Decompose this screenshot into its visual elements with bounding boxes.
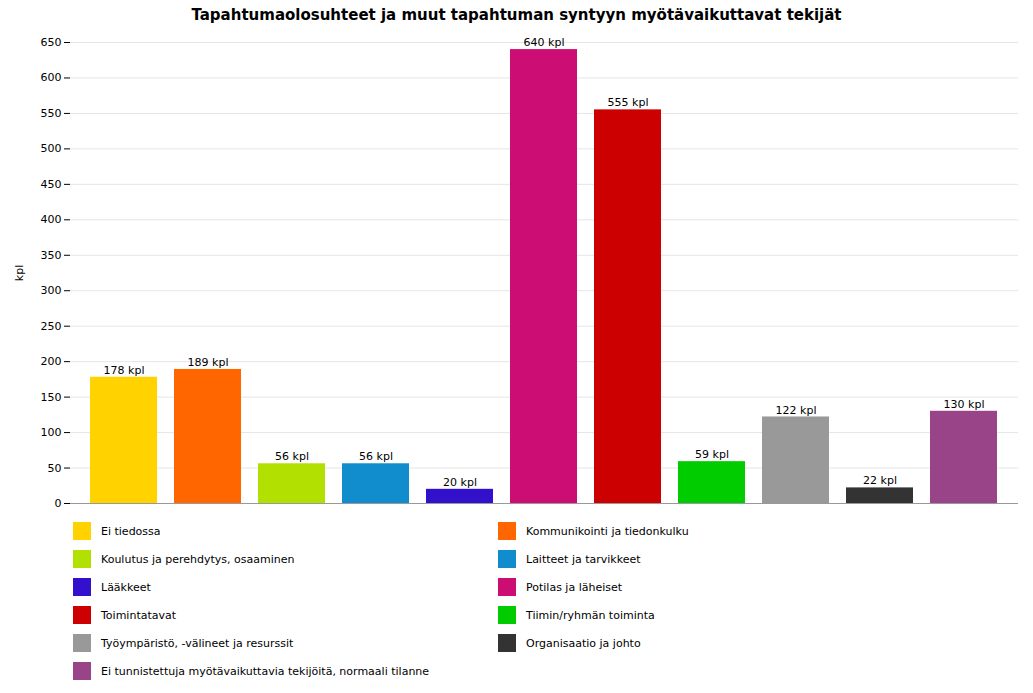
svg-text:500: 500 (41, 142, 62, 155)
svg-text:59 kpl: 59 kpl (695, 448, 729, 461)
svg-text:600: 600 (41, 71, 62, 84)
svg-text:400: 400 (41, 213, 62, 226)
svg-text:550: 550 (41, 107, 62, 120)
svg-text:100: 100 (41, 426, 62, 439)
svg-text:50: 50 (48, 462, 62, 475)
html-text:Toimintatavat: Toimintatavat (101, 608, 177, 622)
svg-text:150: 150 (41, 391, 62, 404)
svg-text:kpl: kpl (13, 265, 26, 281)
html-text:Potilas ja läheiset: Potilas ja läheiset (526, 580, 623, 594)
svg-text:130 kpl: 130 kpl (944, 398, 985, 411)
svg-text:56 kpl: 56 kpl (275, 450, 309, 463)
html-text:Kommunikointi ja tiedonkulku: Kommunikointi ja tiedonkulku (526, 524, 689, 538)
html-text:Ei tiedossa: Ei tiedossa (101, 524, 161, 538)
svg-text:178 kpl: 178 kpl (104, 364, 145, 377)
svg-text:300: 300 (41, 284, 62, 297)
html-text:Koulutus ja perehdytys, osaami: Koulutus ja perehdytys, osaaminen (101, 552, 295, 566)
svg-text:350: 350 (41, 249, 62, 262)
svg-text:0: 0 (55, 497, 62, 510)
svg-text:555 kpl: 555 kpl (608, 96, 649, 109)
svg-text:640 kpl: 640 kpl (524, 36, 565, 49)
html-text:Laitteet ja tarvikkeet: Laitteet ja tarvikkeet (526, 552, 641, 566)
svg-text:450: 450 (41, 178, 62, 191)
svg-text:250: 250 (41, 320, 62, 333)
svg-text:56 kpl: 56 kpl (359, 450, 393, 463)
html-text:Lääkkeet: Lääkkeet (101, 580, 151, 594)
html-text:Tapahtumaolosuhteet ja muut ta: Tapahtumaolosuhteet ja muut tapahtuman s… (191, 6, 842, 24)
svg-text:200: 200 (41, 355, 62, 368)
svg-text:20 kpl: 20 kpl (443, 476, 477, 489)
html-text:Tiimin/ryhmän toiminta: Tiimin/ryhmän toiminta (526, 608, 655, 622)
html-text:Ei tunnistettuja myötävaikutta: Ei tunnistettuja myötävaikuttavia tekijö… (101, 664, 430, 678)
svg-text:189 kpl: 189 kpl (188, 356, 229, 369)
html-text:Työympäristö, -välineet ja res: Työympäristö, -välineet ja resurssit (101, 636, 294, 650)
svg-text:22 kpl: 22 kpl (863, 474, 897, 487)
svg-text:650: 650 (41, 36, 62, 49)
html-text:Organisaatio ja johto: Organisaatio ja johto (526, 636, 641, 650)
svg-text:122 kpl: 122 kpl (776, 403, 817, 416)
